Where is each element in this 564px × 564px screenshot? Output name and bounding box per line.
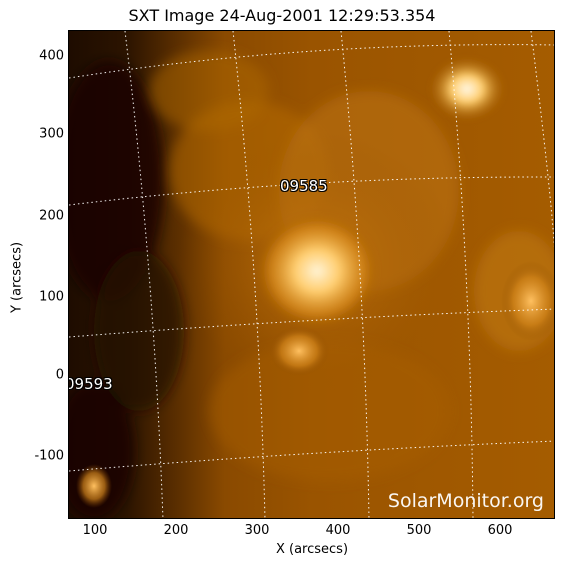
x-tick-label: 300 — [244, 523, 270, 538]
x-tick-label: 500 — [406, 523, 432, 538]
y-tick-label: 200 — [39, 208, 64, 224]
y-tick-label: 0 — [55, 367, 64, 383]
y-axis-label: Y (arcsecs) — [9, 241, 25, 314]
x-tick-label: 100 — [82, 523, 108, 538]
bright-region-bottom-left — [76, 464, 112, 508]
heliographic-grid — [69, 31, 554, 518]
y-tick-label: -100 — [34, 448, 64, 464]
active-region-label: 09593 — [68, 375, 113, 393]
x-axis-label: X (arcsecs) — [275, 542, 349, 557]
longitude-line — [124, 31, 164, 518]
y-tick-label: 100 — [39, 289, 64, 305]
longitude-line — [232, 31, 266, 518]
x-tick-label: 600 — [487, 523, 513, 538]
solar-corona-render — [69, 31, 554, 518]
watermark: SolarMonitor.org — [387, 490, 544, 512]
y-tick-label: 300 — [39, 126, 64, 142]
active-region-label: 09585 — [280, 177, 328, 195]
bright-patch — [269, 326, 329, 376]
dark-region-texture — [69, 61, 184, 518]
bright-core-09585 — [255, 213, 379, 329]
bright-region-right — [501, 261, 554, 341]
x-tick-label: 400 — [325, 523, 351, 538]
y-tick-label: 400 — [39, 48, 64, 64]
latitude-line — [69, 44, 554, 79]
image-title: SXT Image 24-Aug-2001 12:29:53.354 — [128, 6, 436, 25]
bright-region-top — [429, 57, 505, 121]
x-tick-label: 200 — [163, 523, 189, 538]
longitude-line — [340, 31, 370, 518]
solar-xray-image: 09585 09593 SolarMonitor.org — [68, 30, 555, 519]
